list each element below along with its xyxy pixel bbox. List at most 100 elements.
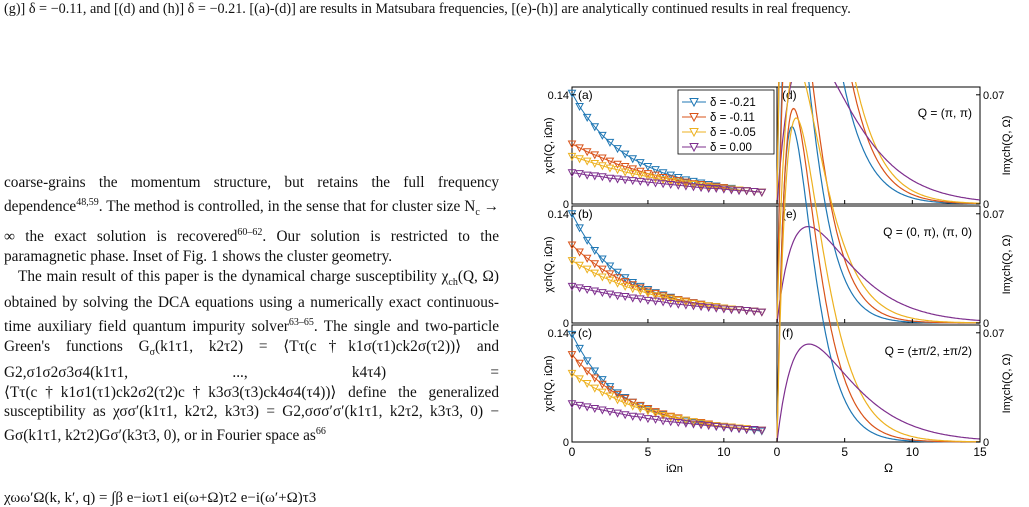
data-point-triangle xyxy=(651,408,660,417)
data-point-triangle xyxy=(590,384,600,393)
y-tick-label: 0 xyxy=(563,318,569,330)
data-point-triangle xyxy=(620,150,630,159)
data-point-triangle xyxy=(590,269,600,278)
data-point-triangle xyxy=(651,179,660,188)
data-point-triangle xyxy=(719,423,729,432)
paragraph-2: The main result of this paper is the dyn… xyxy=(4,267,500,445)
data-point-triangle xyxy=(620,168,630,177)
y-tick-label: 0.14 xyxy=(548,328,569,340)
data-point-triangle xyxy=(651,289,660,298)
data-point-triangle xyxy=(590,246,600,256)
panel-label: (a) xyxy=(578,88,593,102)
data-point-triangle xyxy=(590,367,600,376)
data-point-triangle xyxy=(742,426,751,435)
data-point-triangle xyxy=(681,176,691,185)
data-point-triangle xyxy=(575,144,584,153)
data-point-triangle xyxy=(613,274,622,283)
data-point-triangle xyxy=(643,163,653,172)
data-point-triangle xyxy=(757,188,767,197)
y-axis-label: Imχch(Q, Ω) xyxy=(1001,116,1013,176)
x-axis-label: Ω xyxy=(884,461,893,475)
citation[interactable]: 48,59 xyxy=(76,196,99,208)
data-point-triangle xyxy=(590,151,600,160)
data-point-triangle xyxy=(658,298,668,307)
data-point-triangle xyxy=(727,186,736,195)
legend-entry: δ = 0.00 xyxy=(710,142,752,154)
data-point-triangle xyxy=(643,285,653,295)
data-point-triangle xyxy=(673,296,683,305)
data-point-triangle xyxy=(666,300,676,309)
data-point-triangle xyxy=(575,248,584,257)
data-point-triangle xyxy=(628,285,638,294)
data-point-triangle xyxy=(628,398,638,407)
data-point-triangle xyxy=(620,163,630,172)
data-point-triangle xyxy=(605,290,615,299)
data-point-triangle xyxy=(666,171,676,180)
data-point-triangle xyxy=(719,305,729,314)
data-point-triangle xyxy=(658,292,668,301)
citation[interactable]: 60–62 xyxy=(237,226,263,238)
data-point-triangle xyxy=(605,138,615,147)
x-tick-label: 15 xyxy=(973,445,987,459)
spectral-curve xyxy=(776,0,981,205)
data-point-triangle xyxy=(696,182,706,191)
data-point-triangle xyxy=(590,374,600,383)
paragraph-1: coarse-grains the momentum structure, bu… xyxy=(4,174,499,265)
data-point-triangle xyxy=(575,359,584,368)
data-point-triangle xyxy=(620,394,630,403)
citation[interactable]: 63–65 xyxy=(288,316,314,328)
data-point-triangle xyxy=(749,426,759,435)
data-point-triangle xyxy=(620,176,630,185)
citation[interactable]: 66 xyxy=(315,426,326,438)
data-point-triangle xyxy=(598,289,607,298)
data-point-triangle xyxy=(598,154,607,163)
data-point-triangle xyxy=(582,265,592,274)
data-point-triangle xyxy=(598,273,607,282)
data-point-triangle xyxy=(605,392,615,401)
figure-caption-tail: (g)] δ = −0.11, and [(d) and (h)] δ = −0… xyxy=(4,1,851,17)
data-point-triangle xyxy=(681,419,691,428)
data-point-triangle xyxy=(582,380,592,389)
data-point-triangle xyxy=(643,289,653,298)
y-tick-label: 0.14 xyxy=(548,90,569,102)
data-point-triangle xyxy=(575,401,584,410)
data-point-triangle xyxy=(620,282,630,291)
data-point-triangle xyxy=(613,396,622,405)
data-point-triangle xyxy=(643,404,653,414)
data-point-triangle xyxy=(651,409,660,418)
data-point-triangle xyxy=(635,404,645,414)
y-tick-label: 0.07 xyxy=(983,90,1004,102)
legend-marker xyxy=(689,98,699,108)
data-point-triangle xyxy=(673,177,683,186)
x-tick-label: 0 xyxy=(774,445,781,459)
data-point-triangle xyxy=(628,412,638,421)
x-tick-label: 10 xyxy=(717,445,731,459)
data-point-triangle xyxy=(704,422,714,431)
data-point-triangle xyxy=(613,279,622,288)
data-point-triangle xyxy=(696,303,706,312)
data-point-triangle xyxy=(643,178,653,187)
data-point-triangle xyxy=(696,419,706,428)
data-point-triangle xyxy=(711,184,721,193)
data-point-triangle xyxy=(567,152,577,161)
data-point-triangle xyxy=(567,89,577,98)
data-point-triangle xyxy=(635,282,645,291)
data-point-triangle xyxy=(598,388,607,397)
spectral-curve xyxy=(776,48,981,205)
data-point-triangle xyxy=(658,410,668,419)
data-point-triangle xyxy=(673,300,683,309)
data-point-triangle xyxy=(734,187,744,196)
data-point-triangle xyxy=(628,155,638,164)
data-point-triangle xyxy=(620,278,630,287)
y-tick-label: 0 xyxy=(983,199,989,211)
q-vector-label: Q = (π, π) xyxy=(918,106,972,120)
y-tick-label: 0 xyxy=(563,199,569,211)
data-point-triangle xyxy=(719,185,729,194)
data-point-triangle xyxy=(681,178,691,187)
spectral-curve xyxy=(776,117,981,443)
data-point-triangle xyxy=(598,131,607,140)
data-point-triangle xyxy=(620,399,630,408)
q-vector-label: Q = (±π/2, ±π/2) xyxy=(885,344,972,358)
data-point-triangle xyxy=(643,173,653,182)
data-point-triangle xyxy=(605,157,615,166)
